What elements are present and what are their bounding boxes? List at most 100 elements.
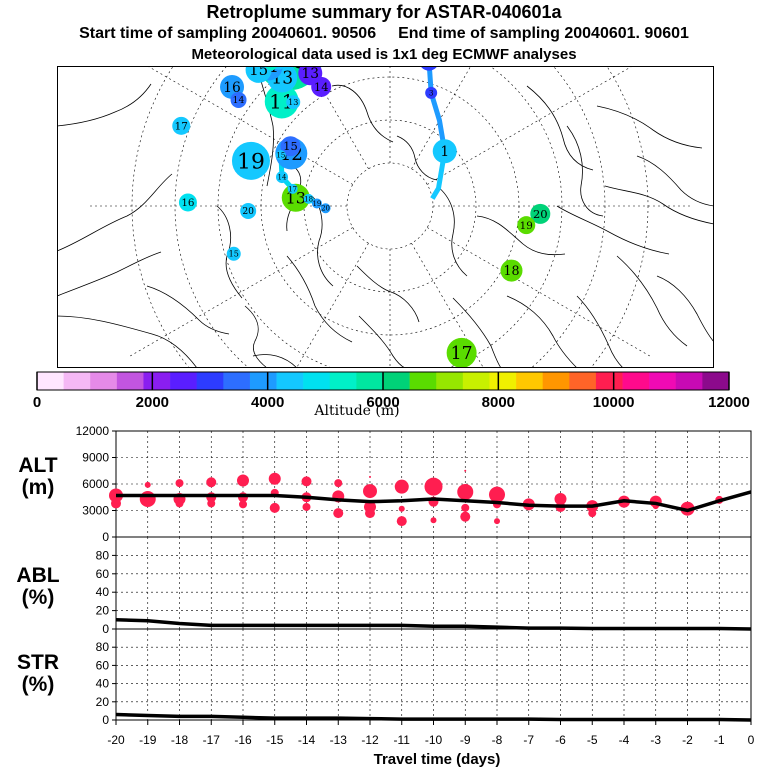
alt-point xyxy=(554,493,567,506)
x-tick-label: -20 xyxy=(107,733,125,747)
plume-day-label: 19 xyxy=(312,200,321,208)
colorbar-cell xyxy=(542,372,570,390)
colorbar-cell xyxy=(170,372,197,390)
x-tick-label: -19 xyxy=(139,733,157,747)
plume-marker: 17 xyxy=(446,337,477,368)
alt-point xyxy=(394,479,409,494)
plume-track-line xyxy=(430,150,448,200)
alt-point xyxy=(206,477,217,488)
colorbar-ticks: 0 2000 4000 6000 8000 10000 12000 xyxy=(33,372,750,411)
meridian-line xyxy=(427,227,651,357)
colorbar-cell xyxy=(223,372,251,390)
colorbar-cell xyxy=(143,372,171,390)
colorbar-cell xyxy=(37,372,64,390)
plume-day-label: 15 xyxy=(283,139,298,153)
colorbar-tick-label: 8000 xyxy=(482,394,515,411)
plume-circle xyxy=(226,246,241,261)
plume-day-label: 14 xyxy=(233,95,245,106)
plume-marker: 19 xyxy=(311,198,322,209)
plume-marker: 14 xyxy=(311,76,332,97)
plume-marker: 15 xyxy=(226,246,241,261)
colorbar-cell xyxy=(383,372,410,390)
alt-point xyxy=(269,502,280,513)
meridian-line xyxy=(129,227,353,357)
x-tick-label: -16 xyxy=(234,733,252,747)
alt-point xyxy=(175,479,184,488)
alt-point xyxy=(430,517,437,524)
plume-day-label: 17 xyxy=(175,120,188,132)
plume-marker: 19 xyxy=(517,216,536,235)
plume-circle xyxy=(425,86,438,99)
plume-circle xyxy=(500,259,523,282)
plume-circle xyxy=(432,139,457,164)
abl-panel: 80 60 40 20 0 xyxy=(96,536,752,636)
x-tick-label: -13 xyxy=(330,733,348,747)
alt-point xyxy=(588,509,597,518)
plume-circle xyxy=(420,66,438,71)
colorbar-cell xyxy=(622,372,650,390)
colorbar-cell xyxy=(462,372,490,390)
alt-ytick-label: 12000 xyxy=(76,424,110,438)
latitude-circle xyxy=(303,119,477,293)
colorbar-cell xyxy=(436,372,464,390)
plume-day-label: 13 xyxy=(274,66,283,68)
alt-point xyxy=(398,505,405,512)
abl-ytick-label: 60 xyxy=(96,567,110,581)
x-tick-label: -6 xyxy=(555,733,566,747)
plume-circle xyxy=(265,66,277,71)
plume-day-label: 19 xyxy=(237,149,265,174)
str-ytick-label: 40 xyxy=(96,677,110,691)
plume-day-label: 20 xyxy=(242,206,254,217)
alt-point xyxy=(460,511,471,522)
alt-point xyxy=(144,481,151,488)
abl-ytick-label: 80 xyxy=(96,548,110,562)
alt-point xyxy=(333,508,344,519)
plume-day-label: 13 xyxy=(288,98,298,107)
colorbar-cell xyxy=(595,372,623,390)
plume-marker: 20 xyxy=(240,202,257,219)
alt-point xyxy=(464,469,467,472)
colorbar-cell xyxy=(90,372,118,390)
end-time: End time of sampling 20040601. 90601 xyxy=(398,25,689,42)
colorbar-cell xyxy=(276,372,304,390)
plume-day-label: 16 xyxy=(181,197,194,209)
alt-point xyxy=(268,472,281,485)
colorbar-tick-label: 0 xyxy=(33,394,41,411)
colorbar-cell xyxy=(675,372,703,390)
colorbar-tick-label: 6000 xyxy=(366,394,399,411)
alt-point xyxy=(139,491,156,508)
plume-day-label: 11 xyxy=(267,66,276,69)
chart-title: Retroplume summary for ASTAR-040601a xyxy=(206,2,562,22)
alt-point xyxy=(489,486,505,503)
sampling-times: Start time of sampling 20040601. 90506 En… xyxy=(0,25,768,43)
colorbar-cells xyxy=(36,371,730,391)
x-tick-label: 0 xyxy=(748,733,755,747)
str-panel: 80 60 40 20 0 xyxy=(96,628,752,727)
x-tick-label: -10 xyxy=(425,733,443,747)
x-tick-label: -11 xyxy=(394,733,411,747)
abl-label: ABL xyxy=(16,564,60,587)
x-tick-label: -1 xyxy=(714,733,725,747)
colorbar-label: Altitude (m) xyxy=(313,403,399,418)
coastlines xyxy=(57,66,714,368)
plume-track-line xyxy=(426,66,448,152)
colorbar-cell xyxy=(489,372,517,390)
alt-point xyxy=(424,477,443,496)
abl-ytick-label: 40 xyxy=(96,585,110,599)
plume-marker: 3 xyxy=(425,86,438,99)
plume-marker: 11 xyxy=(264,84,299,119)
x-tick-label: -3 xyxy=(650,733,661,747)
plume-day-label: 20 xyxy=(533,207,548,221)
alt-point xyxy=(461,503,470,512)
colorbar-cell xyxy=(409,372,437,390)
str-ytick-label: 60 xyxy=(96,658,110,672)
str-ytick-label: 80 xyxy=(96,640,110,654)
x-tick-label: -15 xyxy=(266,733,284,747)
x-axis-label: Travel time (days) xyxy=(374,751,501,768)
plume-day-label: 1 xyxy=(440,144,449,160)
plume-day-label: 18 xyxy=(304,195,313,203)
meridian-line xyxy=(146,66,353,185)
str-ytick-label: 20 xyxy=(96,695,110,709)
colorbar-cell xyxy=(116,372,144,390)
plume-circle xyxy=(320,203,331,214)
